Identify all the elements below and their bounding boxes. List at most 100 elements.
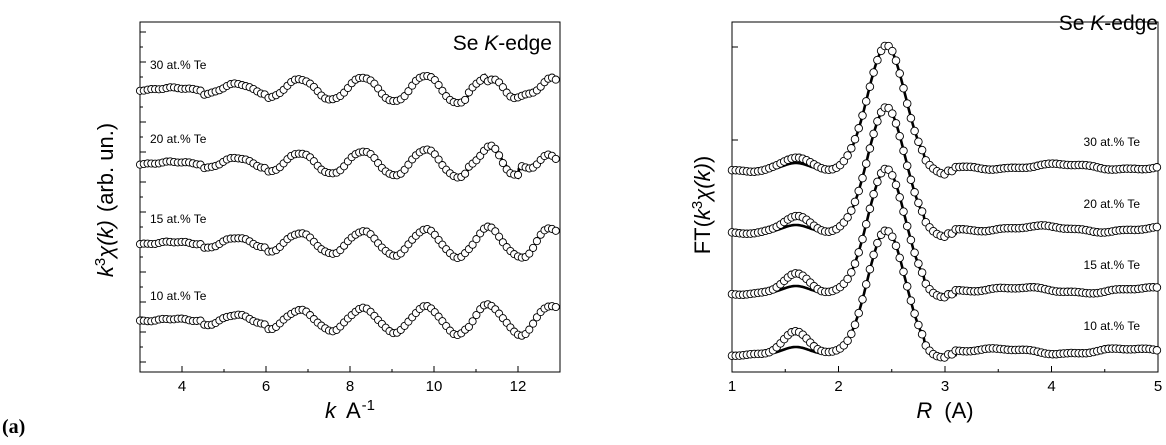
right-data-point xyxy=(895,193,904,202)
left-x-axis-label: k A-1 xyxy=(325,397,375,423)
panel-label: (a) xyxy=(2,416,25,438)
right-data-point xyxy=(861,219,871,229)
right-data-point xyxy=(906,235,916,245)
left-data-point xyxy=(532,237,541,246)
left-chart: 4 6 8 10 12 30 at.% Te 20 at.% Te 15 at.% Te 10… xyxy=(92,21,561,423)
right-data-point xyxy=(899,84,908,93)
left-data-point xyxy=(434,80,443,90)
right-data-point xyxy=(1152,283,1162,292)
right-data-point xyxy=(1152,163,1162,172)
right-data-point xyxy=(847,268,856,277)
left-title: Se K-edge xyxy=(453,32,552,55)
right-data-point xyxy=(843,336,852,345)
right-data-point xyxy=(847,144,856,153)
left-data-point xyxy=(498,83,507,92)
left-data-point xyxy=(525,249,534,258)
right-data-point xyxy=(850,197,860,207)
left-data-point xyxy=(551,302,560,312)
right-data-point xyxy=(910,126,919,136)
right-data-point xyxy=(869,250,878,260)
right-data-point xyxy=(895,69,904,78)
left-x-tick-label: 12 xyxy=(510,378,527,395)
right-data-point xyxy=(917,330,927,339)
right-data-point xyxy=(902,99,912,108)
right-data-point xyxy=(914,259,923,268)
left-data-point xyxy=(529,243,538,252)
right-chart: 1 2 3 4 5 30 at.% Te 20 at.% Te 15 at.% Te 10 a… xyxy=(689,12,1162,423)
right-x-tick-label: 5 xyxy=(1154,378,1162,395)
right-data-point xyxy=(843,213,852,222)
left-x-tick-label: 10 xyxy=(426,378,443,395)
right-data-point xyxy=(854,186,863,196)
right-data-point xyxy=(906,296,916,305)
right-series-label: 30 at.% Te xyxy=(1084,135,1141,149)
right-y-ticks xyxy=(732,46,738,141)
right-data-point xyxy=(847,329,856,339)
left-data-point xyxy=(472,310,481,320)
left-x-tick-label: 4 xyxy=(178,378,186,395)
right-data-point xyxy=(869,129,878,139)
right-data-point xyxy=(858,234,867,244)
right-data-point xyxy=(847,206,856,215)
right-data-point xyxy=(888,109,897,118)
left-series-label: 20 at.% Te xyxy=(150,132,207,146)
left-x-tick-label: 8 xyxy=(346,378,354,395)
right-data-point xyxy=(873,55,882,65)
right-data-point xyxy=(888,46,897,56)
right-data-point xyxy=(854,124,863,133)
right-data-point xyxy=(850,134,860,144)
right-data-point xyxy=(865,264,875,274)
left-data-point xyxy=(491,144,500,153)
left-data-point xyxy=(461,169,470,178)
right-data-point xyxy=(917,207,927,216)
right-data-point xyxy=(858,111,867,120)
right-data-point xyxy=(902,221,912,231)
left-data-point xyxy=(551,75,560,84)
right-data-point xyxy=(861,280,871,289)
right-data-point xyxy=(865,204,875,214)
left-data-point xyxy=(529,319,538,328)
right-x-ticks: 1 2 3 4 5 xyxy=(728,366,1162,395)
left-y-ticks xyxy=(140,31,146,363)
right-data-point xyxy=(902,282,912,291)
left-y-axis-label: k3χ(k)(arb. un.) xyxy=(92,123,118,277)
right-data-point xyxy=(873,238,882,248)
right-data-point xyxy=(895,131,904,141)
left-data-point xyxy=(495,151,504,160)
left-data-point xyxy=(491,227,500,236)
right-data-point xyxy=(873,177,882,187)
right-data-point xyxy=(858,295,867,304)
right-data-point xyxy=(914,320,923,330)
right-data-point xyxy=(917,145,927,155)
left-data-point xyxy=(434,155,443,164)
right-data-point xyxy=(861,159,871,168)
left-data-point xyxy=(551,154,560,163)
right-data-point xyxy=(843,151,852,160)
right-series-label: 15 at.% Te xyxy=(1084,258,1141,272)
right-data-point xyxy=(902,161,912,170)
right-data-point xyxy=(914,198,923,208)
right-data-point xyxy=(906,113,916,123)
left-data-point xyxy=(495,232,504,241)
right-title: Se K-edge xyxy=(1059,12,1158,35)
right-series-label: 10 at.% Te xyxy=(1084,319,1141,333)
right-data-point xyxy=(906,175,916,185)
left-data-point xyxy=(551,226,560,235)
left-series-label: 15 at.% Te xyxy=(150,212,207,226)
left-data-point xyxy=(464,322,473,331)
right-data-point xyxy=(1152,222,1162,232)
right-data-point xyxy=(865,82,875,91)
right-x-tick-label: 3 xyxy=(941,378,949,395)
right-data-point xyxy=(891,119,901,128)
left-data-point xyxy=(525,325,534,334)
right-data-point xyxy=(869,189,878,199)
right-data-point xyxy=(888,232,897,241)
right-data-point xyxy=(843,274,852,284)
right-x-tick-label: 4 xyxy=(1047,378,1055,395)
right-data-point xyxy=(914,137,923,146)
left-data-point xyxy=(472,235,481,244)
right-data-point xyxy=(910,248,919,257)
right-data-point xyxy=(850,320,860,329)
right-data-point xyxy=(869,68,878,77)
